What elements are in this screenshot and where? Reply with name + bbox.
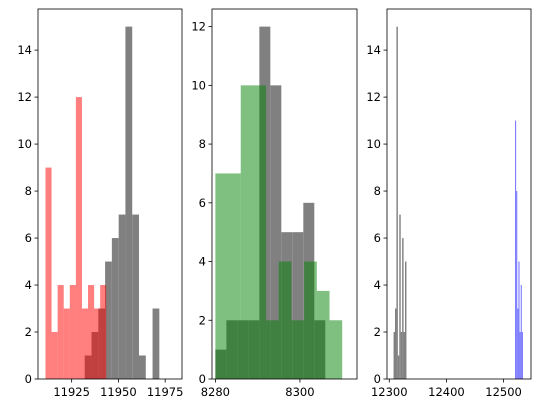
axes-frame [37, 8, 183, 380]
histogram-bar [270, 85, 282, 379]
y-tick-label: 8 [374, 184, 381, 198]
histogram-bar [396, 26, 398, 380]
y-tick-label: 8 [25, 184, 32, 198]
histogram-bar [81, 308, 89, 379]
histogram-bar [228, 173, 241, 379]
histogram-bar [397, 355, 400, 379]
y-tick-label: 4 [199, 255, 206, 269]
subplot-3: 12300 12400 12500 0 2 4 6 8 10 12 14 [366, 8, 532, 399]
y-tick-label: 0 [25, 372, 32, 386]
y-tick-label: 2 [199, 313, 206, 327]
histogram-bar [215, 173, 229, 379]
histogram-bar [405, 261, 407, 379]
y-tick-label: 4 [25, 278, 32, 292]
y-tick-label: 2 [374, 325, 381, 339]
histogram-bar [266, 320, 279, 379]
histogram-bar [515, 120, 517, 379]
histogram-bar [304, 261, 317, 379]
y-tick-label: 12 [191, 20, 206, 34]
histogram-bar [395, 308, 397, 379]
x-tick-label: 11950 [100, 385, 137, 399]
y-tick-label: 0 [374, 372, 381, 386]
y-tick-label: 10 [17, 137, 32, 151]
histogram-bar [399, 214, 401, 379]
x-tick-label: 11975 [147, 385, 184, 399]
histogram-bar [69, 285, 76, 379]
y-tick-label: 10 [366, 137, 381, 151]
axes-frame [211, 8, 358, 380]
histogram-bar [278, 261, 292, 379]
subplot-1: 11925 11950 11975 0 2 4 6 8 10 12 14 [17, 8, 184, 399]
x-tick-label: 8280 [201, 385, 230, 399]
histogram-bar [518, 261, 520, 379]
subplot-2: 8280 8300 0 2 4 6 8 10 12 [191, 8, 358, 399]
histogram-bar [517, 308, 519, 379]
histogram-bar [400, 332, 403, 379]
histogram-bar [75, 97, 82, 379]
y-tick-label: 4 [374, 278, 381, 292]
x-tick-label: 8300 [285, 385, 314, 399]
y-tick-label: 0 [199, 372, 206, 386]
histogram-bar [57, 285, 64, 379]
histogram-bar [521, 332, 523, 379]
histogram-bar [152, 308, 160, 379]
y-tick-label: 6 [374, 231, 381, 245]
histogram-bar [100, 285, 107, 379]
histogram-bar [519, 332, 521, 379]
histogram-bar [125, 26, 133, 380]
x-tick-label: 12400 [428, 385, 465, 399]
y-tick-label: 12 [366, 90, 381, 104]
y-tick-label: 14 [366, 43, 381, 57]
histogram-bar [105, 261, 112, 379]
histogram-bar [292, 232, 304, 379]
y-tick-label: 10 [191, 78, 206, 92]
y-tick-label: 12 [17, 90, 32, 104]
histogram-bar [403, 332, 405, 379]
histogram-bar [88, 285, 95, 379]
x-tick-label: 12500 [485, 385, 522, 399]
histogram-bar [520, 285, 522, 379]
axes-frame [386, 8, 532, 380]
histogram-bar [402, 238, 404, 379]
series-1 [393, 26, 407, 380]
histogram-bar [111, 238, 119, 379]
series-2 [215, 85, 343, 379]
y-tick-label: 8 [199, 137, 206, 151]
y-tick-label: 2 [25, 325, 32, 339]
series-2 [515, 120, 523, 379]
y-tick-label: 6 [199, 196, 206, 210]
histogram-bar [63, 308, 70, 379]
histogram-bar [138, 355, 146, 379]
histogram-bar [253, 85, 267, 379]
histogram-bar [132, 214, 139, 379]
histogram-bar [393, 332, 395, 379]
histogram-bar [51, 332, 58, 379]
x-tick-label: 12300 [371, 385, 408, 399]
histogram-bar [316, 290, 330, 379]
histogram-bar [516, 191, 518, 379]
y-tick-label: 14 [17, 43, 32, 57]
histogram-bar [329, 320, 343, 379]
histogram-bar [291, 320, 305, 379]
histogram-bar [45, 167, 52, 379]
histogram-bar [94, 308, 101, 379]
series-2 [45, 97, 107, 379]
histogram-bar [240, 85, 254, 379]
y-tick-label: 6 [25, 231, 32, 245]
histogram-bar [118, 214, 126, 379]
x-tick-label: 11925 [53, 385, 90, 399]
